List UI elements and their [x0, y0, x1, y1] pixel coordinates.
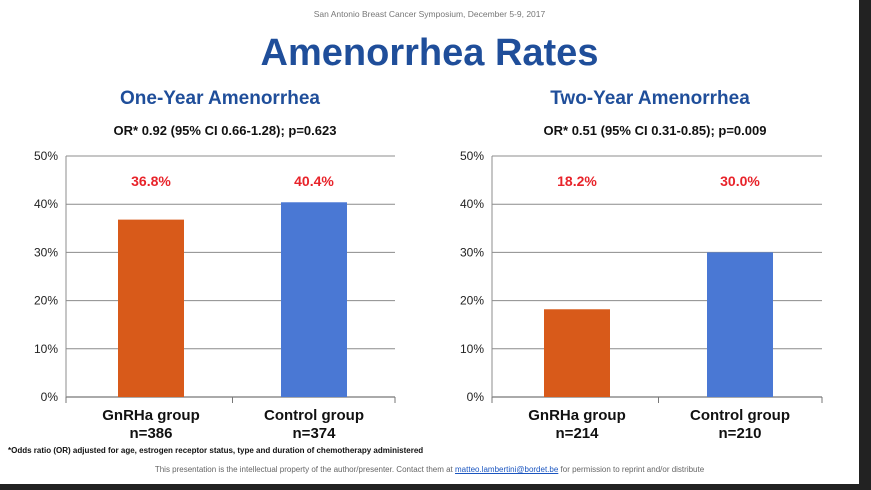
y-tick-label-1-2: 20%: [460, 294, 484, 308]
main-title: Amenorrhea Rates: [260, 32, 599, 74]
y-tick-label-1-3: 30%: [460, 245, 484, 259]
category-label-1-1: Control group: [690, 407, 790, 424]
y-tick-label-0-2: 20%: [34, 294, 58, 308]
footer: This presentation is the intellectual pr…: [0, 465, 859, 474]
bar-1-control: [707, 252, 773, 397]
footnote: *Odds ratio (OR) adjusted for age, estro…: [8, 446, 424, 455]
category-label-0-1: Control group: [264, 407, 364, 424]
contact-email-link[interactable]: matteo.lambertini@bordet.be: [455, 465, 559, 474]
footer-text-after: for permission to reprint and/or distrib…: [560, 465, 705, 474]
y-tick-label-0-4: 40%: [34, 197, 58, 211]
header-note: San Antonio Breast Cancer Symposium, Dec…: [313, 9, 546, 19]
slide-frame-right: [859, 0, 871, 490]
chart-stats-one-year: OR* 0.92 (95% CI 0.66-1.28); p=0.623: [113, 123, 337, 138]
data-label-1-0: 18.2%: [557, 173, 597, 189]
bar-1-gnrha: [544, 309, 610, 397]
chart-stats-two-year: OR* 0.51 (95% CI 0.31-0.85); p=0.009: [543, 123, 767, 138]
bar-0-gnrha: [118, 219, 184, 397]
chart-title-one-year: One-Year Amenorrhea: [120, 88, 320, 109]
sample-size-label-1-0: n=214: [556, 425, 600, 442]
sample-size-label-0-1: n=374: [293, 425, 337, 442]
y-tick-label-0-5: 50%: [34, 149, 58, 163]
data-label-0-0: 36.8%: [131, 173, 171, 189]
chart-title-two-year: Two-Year Amenorrhea: [550, 88, 750, 109]
y-tick-label-1-1: 10%: [460, 342, 484, 356]
y-tick-label-0-1: 10%: [34, 342, 58, 356]
sample-size-label-0-0: n=386: [130, 425, 173, 442]
y-tick-label-1-4: 40%: [460, 197, 484, 211]
footer-text-before: This presentation is the intellectual pr…: [154, 465, 453, 474]
category-label-1-0: GnRHa group: [528, 407, 626, 424]
y-tick-label-1-0: 0%: [467, 390, 485, 404]
y-tick-label-0-3: 30%: [34, 245, 58, 259]
data-label-1-1: 30.0%: [720, 173, 760, 189]
bar-0-control: [281, 202, 347, 397]
category-label-0-0: GnRHa group: [102, 407, 200, 424]
data-label-0-1: 40.4%: [294, 173, 334, 189]
y-tick-label-1-5: 50%: [460, 149, 484, 163]
y-tick-label-0-0: 0%: [41, 390, 59, 404]
sample-size-label-1-1: n=210: [719, 425, 762, 442]
slide-frame-bottom: [0, 484, 871, 490]
